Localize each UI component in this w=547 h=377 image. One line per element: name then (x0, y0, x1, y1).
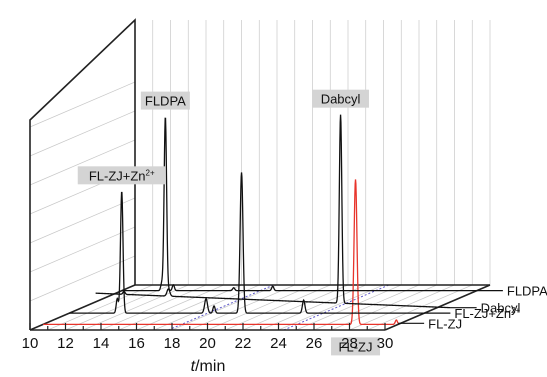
x-tick-label-14: 14 (93, 335, 110, 352)
x-tick-label-28: 28 (341, 335, 358, 352)
series-label: Dabcyl (481, 301, 521, 316)
series-layer (43, 114, 477, 326)
grid-line-left-wall (29, 139, 136, 186)
x-tick-label-10: 10 (22, 335, 39, 352)
grid-line-floor (367, 284, 473, 331)
x-tick-label-24: 24 (270, 335, 287, 352)
annotation-layer: FL-ZJ FL-ZJ+Zn2+ Dabcyl FLDPA (77, 89, 381, 356)
series-label-name: Dabcyl (481, 301, 521, 316)
grid-line-floor (331, 284, 437, 331)
x-tick-label-30: 30 (377, 335, 394, 352)
guide-layer (168, 284, 390, 331)
x-tick-label-20: 20 (199, 335, 216, 352)
grid-line-floor (260, 284, 366, 331)
annotation-label-name: FLDPA (145, 94, 186, 109)
x-tick-label-16: 16 (128, 335, 145, 352)
series-label: FLDPA (507, 284, 547, 299)
grid-line-floor (83, 284, 189, 331)
series-label-name: FLDPA (507, 284, 547, 299)
grid-line-floor (118, 284, 224, 331)
annotation-label-name: FL-ZJ (339, 339, 373, 354)
grid-layer (29, 20, 491, 331)
annotation-label-name: Dabcyl (321, 92, 361, 107)
grid-line-floor (136, 284, 242, 331)
annotation-label-sup: 2+ (146, 168, 155, 177)
annotation-box (77, 166, 166, 185)
grid-line-floor (154, 284, 260, 331)
annotation-label-name: FL-ZJ+Zn (89, 168, 146, 183)
series-label-sup: 2+ (511, 306, 520, 315)
annotation-label: FL-ZJ (339, 339, 373, 354)
grid-line-left-wall (29, 81, 136, 128)
x-tick-label-26: 26 (306, 335, 323, 352)
x-axis-ticks: 10 12 14 16 18 20 22 24 26 28 30 (22, 323, 394, 352)
x-axis-label: t/min (191, 358, 226, 375)
series-label: FL-ZJ (428, 316, 462, 331)
grid-line-left-wall (29, 226, 136, 273)
grid-line-floor (225, 284, 331, 331)
series-line-fldpa (121, 117, 477, 292)
annotation-label: Dabcyl (321, 92, 361, 107)
dashed-guide-0 (168, 284, 274, 331)
frame-front-depth (29, 284, 136, 331)
series-line-fl-zj (43, 179, 399, 326)
grid-line-left-wall (29, 110, 136, 157)
series-label-name: FL-ZJ (428, 316, 462, 331)
grid-line-left-wall (29, 197, 136, 244)
x-tick-label-22: 22 (235, 335, 252, 352)
grid-line-floor (242, 284, 349, 331)
grid-line-floor (349, 284, 455, 331)
series-label-name: FL-ZJ+Zn (454, 306, 511, 321)
annotation-label: FL-ZJ+Zn2+ (89, 168, 155, 183)
x-tick-label-12: 12 (57, 335, 74, 352)
x-axis-label-italic: t (191, 358, 196, 375)
grid-line-floor (207, 284, 313, 331)
grid-line-floor (100, 284, 207, 331)
grid-line-floor (189, 284, 295, 331)
grid-line-floor (278, 284, 384, 331)
frame-left-edge (29, 18, 136, 330)
series-line-dabcyl (95, 114, 451, 309)
annotation-box (140, 91, 190, 110)
annotation-box (331, 337, 381, 356)
annotation-box (312, 89, 369, 108)
series-label: FL-ZJ+Zn2+ (454, 306, 520, 321)
x-tick-label-18: 18 (164, 335, 181, 352)
grid-line-left-wall (29, 255, 136, 302)
grid-line-floor (47, 284, 153, 331)
grid-line-floor (313, 284, 420, 331)
grid-line-floor (296, 284, 402, 331)
annotation-label: FLDPA (145, 94, 186, 109)
grid-line-floor (65, 284, 171, 331)
x-axis-label-unit: /min (195, 358, 225, 375)
series-line-fl-zj-zn (69, 172, 425, 314)
grid-line-floor (171, 284, 278, 331)
dashed-guide-1 (283, 284, 390, 331)
